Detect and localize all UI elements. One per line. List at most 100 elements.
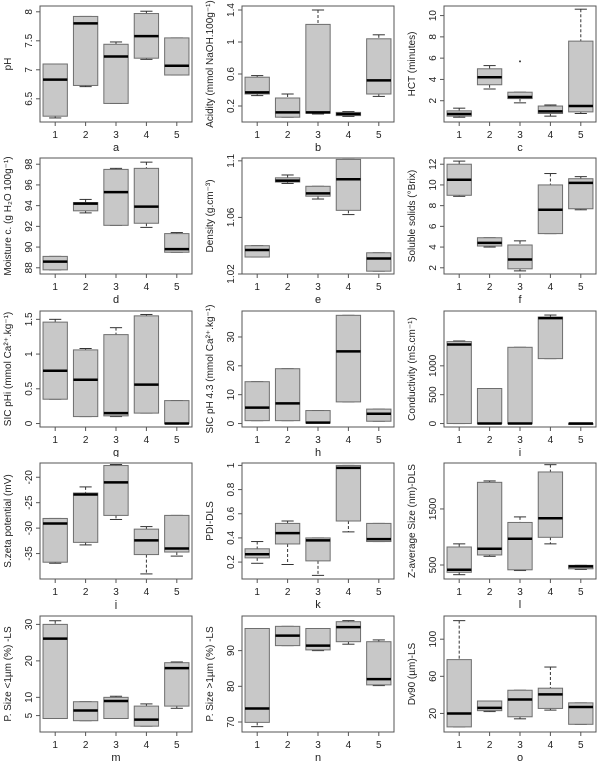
x-tick-label: 4: [346, 130, 352, 141]
box-iqr: [335, 465, 362, 522]
x-tick-label: 5: [174, 435, 180, 446]
box-iqr: [305, 186, 331, 198]
y-tick-label: 30: [24, 618, 35, 630]
y-tick-label: 1.02: [226, 264, 237, 284]
y-tick-label: 0: [428, 420, 439, 426]
y-axis-label: Density (g.cm⁻³): [205, 180, 216, 253]
box-group-5: [366, 252, 392, 273]
box-group-2: [72, 700, 99, 721]
x-tick-label: 1: [52, 435, 58, 446]
box-group-3: [305, 9, 331, 115]
y-tick-label: 2: [428, 265, 439, 271]
box-iqr: [366, 523, 392, 543]
y-tick-label: 1: [24, 351, 35, 357]
x-tick-label: 2: [83, 740, 89, 751]
y-tick-label: 20: [226, 360, 237, 372]
box-iqr: [507, 346, 533, 424]
box-group-3: [305, 186, 331, 200]
box-iqr: [568, 701, 594, 725]
y-axis-label: SIC pH 4.3 (mmol Ca²⁺.kg⁻¹): [205, 305, 216, 433]
box-iqr: [244, 627, 270, 723]
box-group-4: [537, 173, 564, 235]
box-group-5: [366, 408, 392, 422]
box-iqr: [366, 408, 392, 422]
box-group-3: [103, 41, 129, 104]
x-tick-label: 5: [174, 587, 180, 598]
x-tick-label: 5: [578, 587, 584, 598]
panel-label: k: [315, 599, 321, 609]
box-group-4: [133, 313, 160, 414]
box-iqr: [42, 256, 68, 271]
outlier-point: [519, 60, 521, 63]
box-iqr: [103, 43, 129, 104]
y-tick-label: 6: [428, 224, 439, 230]
x-tick-label: 1: [254, 435, 260, 446]
box-group-3: [305, 537, 331, 577]
y-tick-label: 12: [428, 159, 439, 171]
box-iqr: [568, 40, 594, 113]
panel-label: l: [519, 599, 521, 609]
x-tick-label: 3: [517, 740, 523, 751]
box-group-2: [72, 15, 99, 88]
panel-label: n: [315, 752, 321, 762]
y-tick-label: -20: [24, 470, 35, 485]
box-iqr: [164, 37, 190, 76]
box-iqr: [507, 244, 533, 270]
panel-label: g: [113, 447, 119, 457]
boxplot-panel-j: -35 -30 -25 -20 1 2 3 4 5 j S.zeta potential (mV): [3, 462, 193, 609]
boxplot-panel-m: 5 10 20 30 1 2 3 4 5 m P. Size <1µm (%) -LS: [3, 615, 193, 762]
x-tick-label: 2: [285, 435, 291, 446]
box-group-2: [72, 486, 99, 546]
x-tick-label: 4: [548, 587, 554, 598]
x-tick-label: 3: [315, 740, 321, 751]
box-iqr: [537, 471, 564, 538]
y-tick-label: 0.2: [226, 555, 237, 569]
x-tick-label: 5: [578, 740, 584, 751]
box-group-1: [244, 541, 270, 564]
box-iqr: [305, 409, 331, 424]
x-tick-label: 3: [315, 435, 321, 446]
x-tick-label: 4: [548, 740, 554, 751]
x-tick-label: 3: [517, 435, 523, 446]
y-tick-label: 1.1: [226, 154, 237, 168]
box-group-5: [164, 399, 190, 425]
box-group-4: [537, 314, 564, 359]
box-group-3: [507, 516, 533, 572]
box-group-2: [476, 237, 503, 248]
box-iqr: [244, 380, 270, 421]
x-tick-label: 4: [346, 587, 352, 598]
x-tick-label: 1: [456, 435, 462, 446]
box-iqr: [446, 546, 472, 573]
y-tick-label: 10: [226, 388, 237, 400]
y-tick-label: 10: [428, 179, 439, 191]
box-group-2: [476, 480, 503, 557]
y-tick-label: 0.6: [226, 67, 237, 81]
boxplot-panel-n: 70 80 90 1 2 3 4 5 n P. Size >1µm (%) -LS: [205, 615, 395, 762]
y-tick-label: 6: [428, 55, 439, 61]
box-group-1: [244, 75, 270, 97]
x-tick-label: 2: [83, 587, 89, 598]
y-tick-label: 8: [428, 203, 439, 209]
x-tick-label: 2: [285, 282, 291, 293]
box-iqr: [244, 76, 270, 95]
panel-label: m: [111, 752, 120, 762]
y-tick-label: 6.5: [24, 91, 35, 105]
y-tick-label: 20: [24, 654, 35, 666]
x-tick-label: 1: [254, 130, 260, 141]
box-group-2: [274, 174, 301, 185]
x-tick-label: 1: [52, 740, 58, 751]
box-group-5: [366, 34, 392, 97]
x-tick-label: 3: [113, 282, 119, 293]
box-group-2: [274, 367, 301, 421]
y-tick-label: 1.06: [226, 208, 237, 228]
y-axis-label: PDI-DLS: [205, 501, 216, 541]
box-group-5: [164, 232, 190, 254]
boxplot-panel-o: 20 60 100 1 2 3 4 5 o Dv90 (µm)-LS: [407, 615, 597, 762]
boxplot-panel-d: 88 90 92 94 96 98 1 2 3 4 5 d Moisture c. (g H₂O 100…: [3, 157, 193, 304]
y-tick-label: 1500: [428, 498, 439, 521]
x-tick-label: 4: [548, 130, 554, 141]
y-tick-label: 1.4: [226, 3, 237, 17]
box-group-3: [507, 346, 533, 425]
box-group-2: [274, 520, 301, 566]
box-iqr: [164, 661, 190, 707]
